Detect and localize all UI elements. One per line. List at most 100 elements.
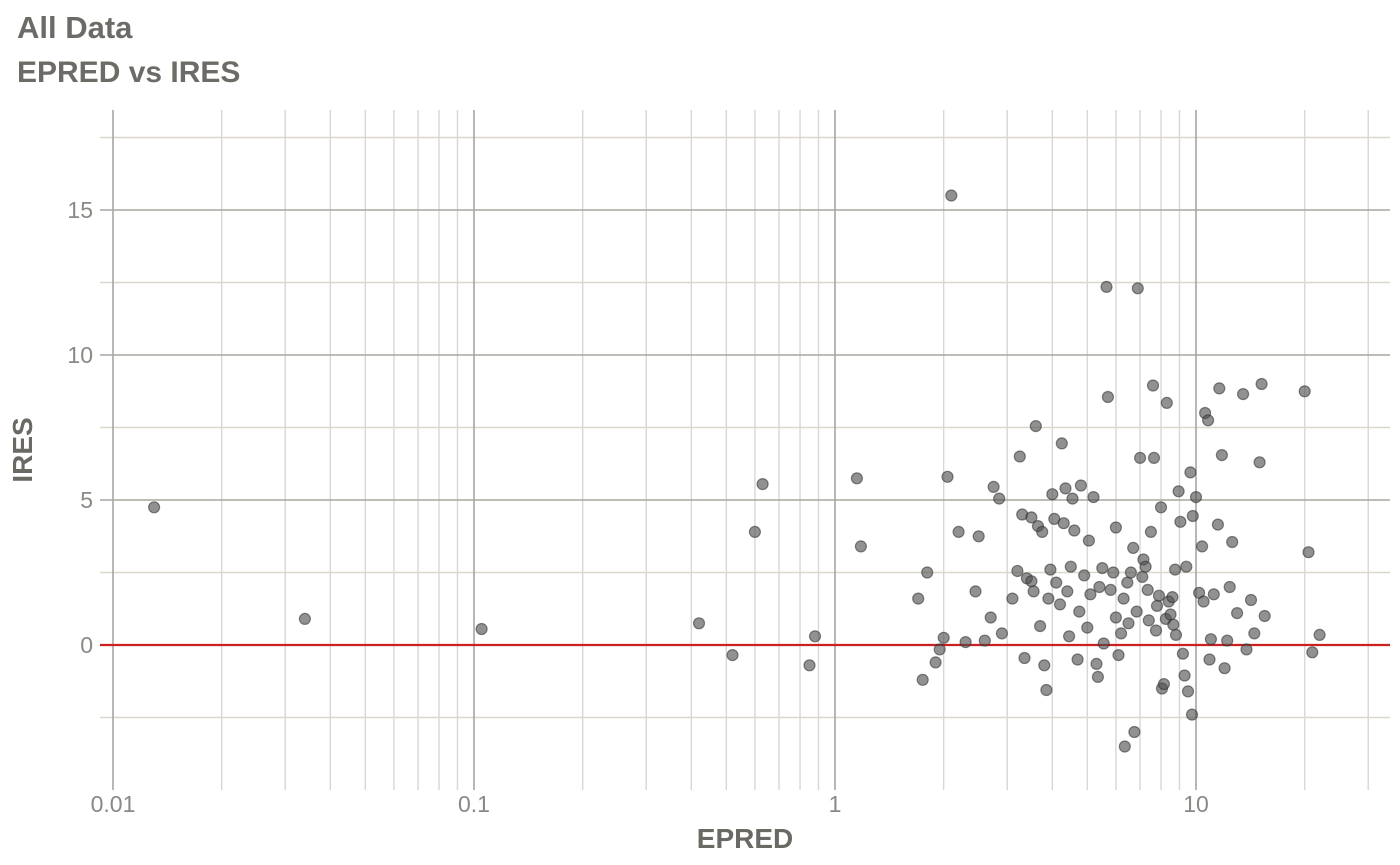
data-point xyxy=(1298,385,1311,398)
x-tick-label: 0.1 xyxy=(458,791,490,817)
data-point xyxy=(1078,569,1091,582)
data-point xyxy=(1147,451,1161,464)
data-point xyxy=(1087,491,1100,504)
data-point xyxy=(1090,657,1103,671)
data-point xyxy=(1081,621,1094,634)
data-point xyxy=(1204,633,1218,646)
data-point xyxy=(972,530,985,543)
data-point xyxy=(1025,575,1038,588)
data-point xyxy=(1248,627,1261,640)
data-point xyxy=(1178,669,1191,682)
data-point xyxy=(1150,599,1164,613)
data-point xyxy=(1211,518,1225,531)
data-point xyxy=(1160,396,1173,409)
data-point xyxy=(1097,637,1110,650)
data-point xyxy=(995,627,1009,640)
data-point xyxy=(692,617,706,630)
data-point xyxy=(1236,388,1250,401)
data-point xyxy=(1149,624,1163,637)
data-point xyxy=(854,540,868,553)
y-axis-title: IRES xyxy=(7,417,38,482)
data-point xyxy=(912,592,925,605)
data-point xyxy=(1074,479,1088,492)
data-point xyxy=(1172,485,1185,498)
data-point xyxy=(916,673,929,686)
data-point xyxy=(1169,628,1183,642)
data-point xyxy=(993,492,1006,505)
x-tick-label: 1 xyxy=(829,791,842,817)
data-point xyxy=(1082,534,1096,547)
data-point xyxy=(959,635,972,649)
data-point xyxy=(1018,651,1031,665)
data-point xyxy=(1013,450,1026,463)
data-point xyxy=(1044,563,1057,576)
data-point xyxy=(298,612,311,626)
x-axis-title: EPRED xyxy=(697,823,793,854)
data-point xyxy=(1218,662,1231,675)
data-point xyxy=(1117,592,1130,605)
data-point xyxy=(987,480,1000,493)
data-point xyxy=(929,656,942,669)
data-point xyxy=(1180,560,1193,573)
data-point xyxy=(475,622,488,636)
data-point xyxy=(1139,560,1152,573)
data-point xyxy=(1107,566,1120,579)
data-point xyxy=(1146,379,1160,392)
data-point xyxy=(1185,708,1199,721)
data-point xyxy=(969,585,982,598)
data-point xyxy=(1131,282,1144,295)
x-tick-label: 0.01 xyxy=(91,791,136,817)
data-point xyxy=(1036,525,1049,539)
data-point xyxy=(808,630,822,643)
data-point xyxy=(1141,583,1154,597)
data-point xyxy=(1122,617,1135,630)
data-point xyxy=(1207,588,1220,601)
data-point xyxy=(1068,524,1081,537)
data-point xyxy=(941,470,954,483)
data-point xyxy=(1025,511,1038,524)
data-point xyxy=(756,478,769,491)
data-point xyxy=(1258,609,1271,623)
data-point xyxy=(726,648,739,662)
data-point xyxy=(1040,683,1053,697)
data-point xyxy=(1091,670,1105,684)
data-point xyxy=(1027,585,1040,598)
data-point xyxy=(148,501,161,514)
data-point xyxy=(1154,501,1168,514)
data-point xyxy=(1029,420,1042,433)
data-point xyxy=(1071,653,1084,666)
data-point xyxy=(1062,630,1076,643)
data-point xyxy=(1112,648,1125,662)
data-point xyxy=(1066,492,1079,505)
data-point xyxy=(937,631,950,644)
data-point xyxy=(1166,590,1179,604)
data-point xyxy=(1306,646,1319,659)
data-point xyxy=(1042,592,1055,605)
data-point xyxy=(1201,414,1215,427)
data-point xyxy=(1240,643,1253,656)
y-tick-label: 5 xyxy=(80,487,93,513)
data-point xyxy=(921,566,934,579)
y-tick-label: 15 xyxy=(67,197,93,223)
chart-subtitle: EPRED vs IRES xyxy=(17,55,241,89)
data-point xyxy=(850,472,864,485)
data-point xyxy=(1084,588,1097,601)
data-point xyxy=(748,525,762,539)
data-point xyxy=(1189,491,1203,504)
data-point xyxy=(984,611,997,624)
data-point xyxy=(1011,564,1024,578)
data-point xyxy=(1096,561,1109,575)
data-point xyxy=(1057,517,1070,530)
chart-header: All Data EPRED vs IRES xyxy=(17,10,240,89)
data-point xyxy=(1114,627,1128,640)
chart-title: All Data xyxy=(17,10,133,45)
data-point xyxy=(1109,521,1123,534)
data-point xyxy=(1181,685,1195,698)
data-point xyxy=(1093,580,1106,594)
data-point xyxy=(978,634,991,647)
data-point xyxy=(1168,563,1182,576)
data-point xyxy=(1313,628,1326,642)
data-point xyxy=(1215,449,1229,462)
data-point xyxy=(1136,570,1149,584)
